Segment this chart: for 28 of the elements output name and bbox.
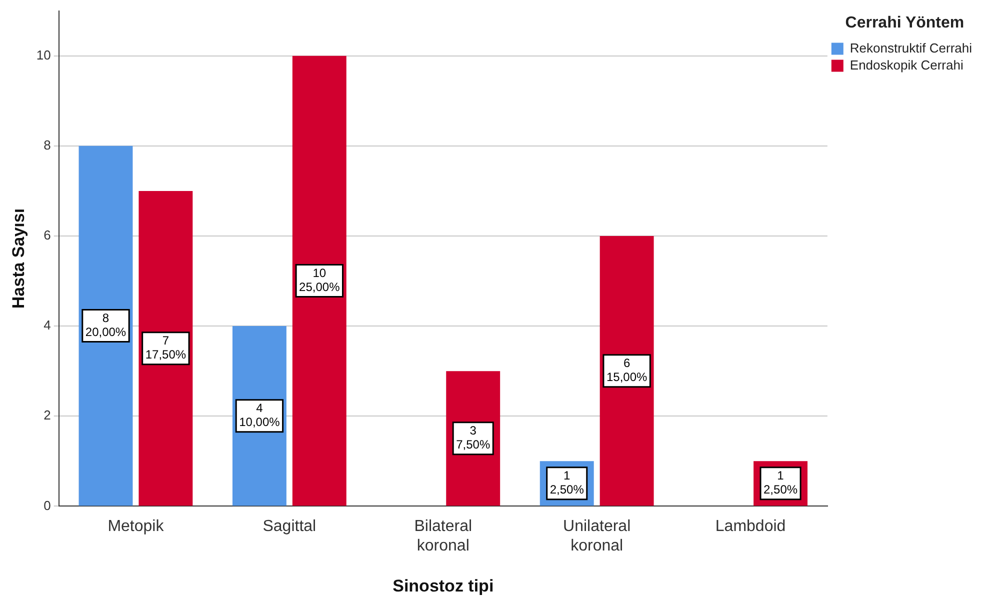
data-label: 1 2,50% bbox=[764, 468, 798, 497]
bar bbox=[292, 56, 346, 506]
data-label: 3 7,50% bbox=[456, 424, 490, 452]
x-axis-title: Sinostoz tipi bbox=[392, 576, 494, 596]
bar bbox=[600, 236, 654, 506]
data-label: 8 20,00% bbox=[85, 311, 126, 340]
y-tick-label: 10 bbox=[36, 47, 51, 62]
data-label: 6 15,00% bbox=[606, 356, 648, 384]
bar bbox=[78, 146, 133, 506]
x-tick-label: Bilateral koronal bbox=[414, 518, 472, 554]
legend-title: Cerrahi Yöntem bbox=[845, 14, 964, 32]
y-tick-label: 8 bbox=[44, 137, 51, 152]
y-tick-label: 4 bbox=[44, 318, 51, 333]
x-tick-label: Metopik bbox=[108, 518, 165, 536]
data-label: 10 25,00% bbox=[299, 266, 340, 294]
data-label: 7 17,50% bbox=[145, 334, 186, 362]
y-tick-label: 2 bbox=[44, 408, 51, 423]
y-axis-title: Hasta Sayısı bbox=[8, 208, 28, 309]
y-tick-label: 6 bbox=[44, 228, 51, 243]
data-label: 1 2,50% bbox=[550, 468, 584, 497]
x-tick-label: Lambdoid bbox=[715, 518, 786, 536]
data-label: 4 10,00% bbox=[239, 401, 280, 430]
y-tick-label: 0 bbox=[44, 498, 51, 513]
x-tick-label: Unilateral koronal bbox=[563, 518, 631, 554]
legend-label: Endoskopik Cerrahi bbox=[850, 57, 964, 72]
x-tick-label: Sagittal bbox=[262, 518, 316, 536]
bar bbox=[138, 190, 193, 506]
legend-label: Rekonstruktif Cerrahi bbox=[850, 40, 972, 56]
